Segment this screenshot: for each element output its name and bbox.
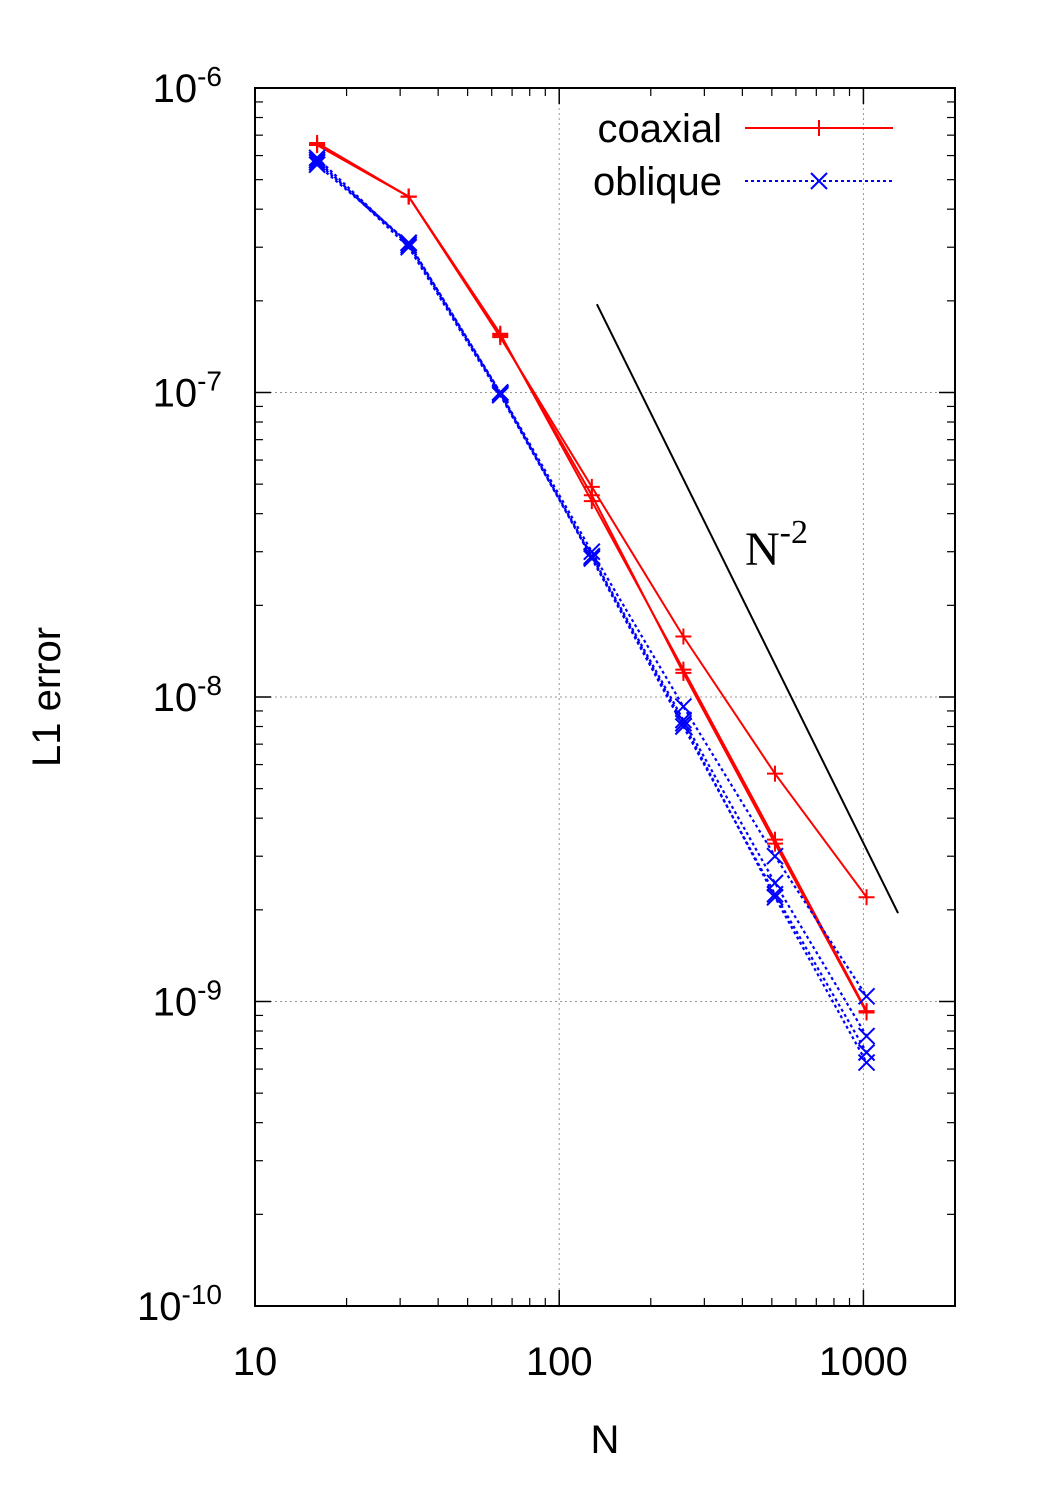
cross-marker [583,548,601,566]
legend-label: coaxial [597,107,722,151]
y-tick-label: 10-8 [153,670,222,720]
cross-marker [491,386,509,404]
series-2 [309,136,875,1021]
series-line [316,144,868,1013]
cross-marker [399,238,418,256]
cross-marker [766,847,784,865]
tick-labels: 10 100 1000 10-10 10-9 10-8 10-7 10-6 [137,61,908,1384]
y-tick-label: 10-6 [153,61,222,111]
series-line [316,161,868,1054]
cross-marker [583,543,601,561]
series-0 [309,134,875,1020]
series-6 [308,151,876,1072]
y-tick-label: 10-10 [137,1279,222,1329]
cross-marker [399,234,418,252]
series-line [316,163,868,997]
cross-marker [308,155,326,174]
x-tick-label: 100 [526,1340,593,1384]
plot-frame [254,87,956,1307]
legend-label: oblique [593,160,722,204]
series-3 [308,155,876,1006]
series-line [316,142,868,1012]
cross-marker [674,717,693,736]
cross-marker [399,236,418,254]
cross-marker [766,888,784,906]
series-group [308,134,876,1072]
cross-marker [308,149,326,167]
series-line [316,159,868,1064]
y-tick-label: 10-9 [153,975,222,1025]
cross-marker [674,714,693,732]
cross-marker [810,172,828,190]
legend: coaxial oblique [593,107,893,204]
x-axis-label: N [591,1418,620,1462]
cross-marker [674,711,693,729]
cross-marker [308,153,326,172]
y-axis-label: L1 error [25,627,69,767]
cross-marker [857,1053,876,1072]
cross-marker [674,697,693,716]
reference-label: N-2 [745,514,808,576]
series-line [316,157,868,1037]
series-5 [308,153,876,1062]
series-4 [308,149,876,1045]
cross-marker [491,383,509,402]
reference-line [595,303,899,914]
axis-ticks [254,87,956,1307]
x-tick-label: 1000 [819,1340,908,1384]
reference-slope: N-2 [595,303,899,914]
cross-marker [857,987,876,1006]
x-tick-label: 10 [233,1340,278,1384]
cross-marker [766,885,784,903]
y-tick-label: 10-7 [153,366,222,416]
cross-marker [308,151,326,169]
grid-lines [255,88,955,1306]
